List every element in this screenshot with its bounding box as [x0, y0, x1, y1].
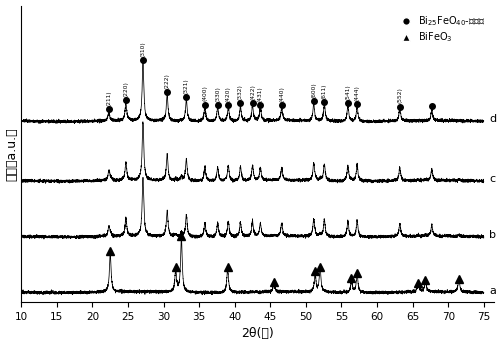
Text: (552): (552) — [397, 88, 402, 103]
Text: (444): (444) — [355, 85, 360, 101]
Text: c: c — [489, 174, 495, 184]
Text: d: d — [489, 115, 496, 125]
Text: (321): (321) — [184, 78, 189, 93]
Text: (420): (420) — [226, 86, 231, 102]
Text: (332): (332) — [238, 84, 243, 100]
Text: (310): (310) — [140, 41, 145, 57]
Text: (600): (600) — [311, 82, 316, 98]
Text: (400): (400) — [202, 85, 207, 101]
Text: b: b — [489, 230, 496, 240]
Text: (611): (611) — [322, 83, 327, 99]
Y-axis label: 强度（a.u.）: 强度（a.u.） — [6, 127, 19, 181]
Text: (541): (541) — [346, 84, 351, 100]
Text: (422): (422) — [250, 84, 255, 100]
Legend: Bi$_{25}$FeO$_{40}$-石墨烯, BiFeO$_3$: Bi$_{25}$FeO$_{40}$-石墨烯, BiFeO$_3$ — [392, 10, 489, 48]
Text: (222): (222) — [164, 73, 170, 89]
Text: a: a — [489, 285, 496, 295]
Text: (440): (440) — [279, 86, 284, 102]
X-axis label: 2θ(度): 2θ(度) — [241, 327, 274, 340]
Text: (431): (431) — [258, 86, 263, 102]
Text: (220): (220) — [123, 81, 128, 97]
Text: (211): (211) — [106, 90, 111, 106]
Text: (330): (330) — [215, 86, 220, 102]
